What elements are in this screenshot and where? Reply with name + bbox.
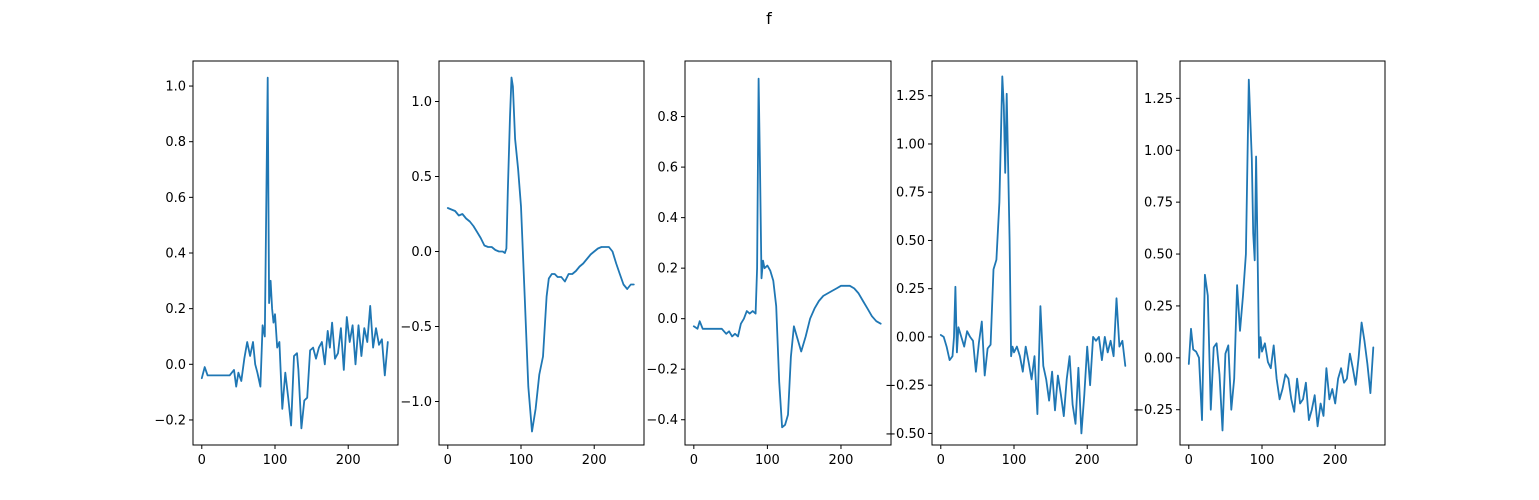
axes-frame: [192, 60, 399, 446]
x-tick-label: 200: [582, 453, 607, 468]
y-tick-label: −0.5: [400, 320, 432, 335]
x-tick-label: 100: [263, 453, 288, 468]
x-tick-label: 200: [1075, 453, 1100, 468]
subplot-3: 0 100 200 −0.4 −0.2 0.0 0.2 0.4 0.6 0.8: [646, 60, 892, 468]
y-tick-label: 0.4: [165, 247, 186, 262]
y-tick-label: 1.0: [165, 80, 186, 95]
y-tick-label: 0.50: [1144, 248, 1173, 263]
y-tick-label: 1.00: [1144, 144, 1173, 159]
figure-suptitle: f: [766, 9, 772, 28]
x-tick-label: 0: [690, 453, 698, 468]
axes-frame: [931, 60, 1138, 446]
axes-frame: [1179, 60, 1386, 446]
y-tick-label: 1.0: [411, 95, 432, 110]
y-tick-label: 1.25: [896, 89, 925, 104]
y-tick-label: 0.6: [165, 191, 186, 206]
y-tick-label: 0.6: [657, 161, 678, 176]
x-tick-label: 200: [829, 453, 854, 468]
x-tick-label: 0: [937, 453, 945, 468]
subplot-4: 0 100 200 −0.50 −0.25 0.00 0.25 0.50 0.75 1.00 1.2…: [885, 60, 1138, 468]
x-tick-label: 0: [444, 453, 452, 468]
y-tick-label: 0.0: [411, 245, 432, 260]
x-tick-label: 100: [509, 453, 534, 468]
y-tick-label: 0.75: [1144, 196, 1173, 211]
y-tick-label: 0.2: [165, 302, 186, 317]
x-tick-label: 100: [1002, 453, 1027, 468]
y-tick-label: 0.0: [657, 312, 678, 327]
y-tick-label: 0.2: [657, 262, 678, 277]
y-tick-label: 1.25: [1144, 92, 1173, 107]
series-line: [446, 76, 635, 433]
y-tick-label: 0.25: [1144, 299, 1173, 314]
y-tick-label: −1.0: [400, 395, 432, 410]
x-tick-label: 200: [336, 453, 361, 468]
y-tick-label: 1.00: [896, 137, 925, 152]
y-tick-label: 0.75: [896, 186, 925, 201]
subplot-2: 0 100 200 −1.0 −0.5 0.0 0.5 1.0: [400, 60, 645, 468]
series-line: [692, 77, 882, 429]
y-tick-label: 0.00: [896, 330, 925, 345]
y-tick-label: 0.5: [411, 170, 432, 185]
y-tick-label: −0.2: [154, 413, 186, 428]
axes-frame: [684, 60, 892, 446]
y-tick-label: 0.8: [165, 135, 186, 150]
series-line: [939, 75, 1127, 435]
x-tick-label: 0: [1185, 453, 1193, 468]
series-line: [1187, 78, 1375, 432]
y-tick-label: −0.25: [1133, 403, 1173, 418]
y-tick-label: 0.25: [896, 282, 925, 297]
x-tick-label: 100: [1250, 453, 1275, 468]
y-tick-label: −0.2: [646, 363, 678, 378]
y-tick-label: 0.0: [165, 358, 186, 373]
y-tick-label: 0.8: [657, 110, 678, 125]
y-tick-label: −0.50: [885, 427, 925, 442]
x-tick-label: 200: [1323, 453, 1348, 468]
subplot-1: 0 100 200 −0.2 0.0 0.2 0.4 0.6 0.8 1.0: [154, 60, 399, 468]
x-tick-label: 0: [198, 453, 206, 468]
axes-frame: [438, 60, 645, 446]
y-tick-label: −0.4: [646, 413, 678, 428]
subplot-panels: 0 100 200−0.20.00.20.40.60.81.00 100 200−1.0…: [154, 60, 1386, 468]
series-line: [200, 76, 389, 430]
y-tick-label: −0.25: [885, 379, 925, 394]
subplot-5: 0 100 200 −0.25 0.00 0.25 0.50 0.75 1.00 1.25: [1133, 60, 1386, 468]
y-tick-label: 0.4: [657, 211, 678, 226]
y-tick-label: 0.50: [896, 234, 925, 249]
y-tick-label: 0.00: [1144, 351, 1173, 366]
x-tick-label: 100: [755, 453, 780, 468]
